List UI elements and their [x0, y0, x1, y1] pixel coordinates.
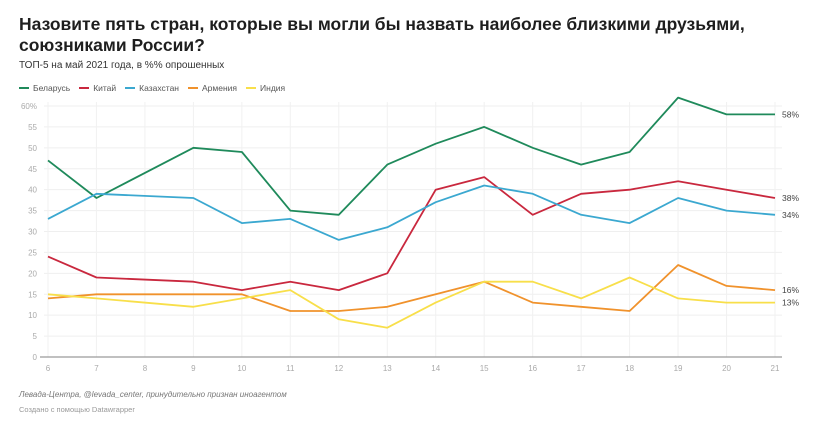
x-tick-label: 16: [528, 364, 537, 373]
credit-note: Создано с помощью Datawrapper: [19, 405, 135, 414]
x-tick-label: 21: [771, 364, 780, 373]
y-tick-label: 60%: [21, 102, 37, 111]
end-value-label: 34%: [782, 210, 799, 220]
legend-label: Китай: [93, 83, 117, 93]
legend: Беларусь Китай Казахстан Армения Индия: [19, 83, 285, 93]
end-value-label: 13%: [782, 298, 799, 308]
y-tick-label: 0: [33, 353, 38, 362]
legend-item-belarus: Беларусь: [19, 83, 70, 93]
series-line-Китай: [47, 176, 776, 292]
x-tick-label: 6: [46, 364, 51, 373]
x-tick-label: 20: [722, 364, 731, 373]
legend-swatch: [246, 87, 257, 89]
y-tick-label: 25: [28, 248, 37, 257]
x-tick-label: 11: [286, 364, 295, 373]
legend-label: Казахстан: [139, 83, 180, 93]
x-tick-label: 7: [94, 364, 99, 373]
series-line-Беларусь: [47, 96, 775, 216]
legend-label: Индия: [260, 83, 286, 93]
source-note: Левада-Центра, @levada_center, принудите…: [19, 390, 287, 399]
legend-swatch: [125, 87, 136, 89]
end-value-label: 58%: [782, 109, 799, 119]
chart-subtitle: ТОП-5 на май 2021 года, в %% опрошенных: [19, 60, 225, 71]
legend-swatch: [188, 87, 199, 89]
x-tick-label: 18: [625, 364, 634, 373]
y-tick-label: 50: [28, 144, 37, 153]
series-line-Индия: [47, 276, 775, 329]
x-tick-label: 17: [577, 364, 586, 373]
legend-item-india: Индия: [246, 83, 285, 93]
x-tick-label: 10: [237, 364, 246, 373]
legend-label: Армения: [202, 83, 238, 93]
y-tick-label: 10: [28, 311, 37, 320]
x-tick-label: 9: [191, 364, 196, 373]
end-value-label: 16%: [782, 285, 799, 295]
x-tick-label: 19: [674, 364, 683, 373]
x-tick-label: 12: [334, 364, 343, 373]
y-tick-label: 30: [28, 228, 37, 237]
end-value-label: 38%: [782, 193, 799, 203]
legend-label: Беларусь: [33, 83, 71, 93]
y-tick-label: 35: [28, 207, 37, 216]
legend-item-armenia: Армения: [188, 83, 237, 93]
legend-swatch: [19, 87, 29, 89]
chart-title: Назовите пять стран, которые вы могли бы…: [19, 14, 745, 55]
legend-swatch: [79, 87, 90, 89]
legend-item-china: Китай: [79, 83, 116, 93]
x-tick-label: 15: [480, 364, 489, 373]
y-tick-label: 40: [28, 186, 37, 195]
y-tick-label: 45: [28, 165, 37, 174]
y-tick-label: 20: [28, 269, 37, 278]
series-line-Армения: [47, 264, 776, 312]
series-line-Казахстан: [47, 184, 776, 241]
x-tick-label: 13: [383, 364, 392, 373]
y-tick-label: 5: [33, 332, 38, 341]
y-tick-label: 55: [28, 123, 37, 132]
line-chart: 0 5 10 15 20 25 30 35 40 45 50 55 60% 6 7 8 9 10 11 12 13 14 1…: [21, 96, 799, 373]
x-tick-label: 14: [431, 364, 440, 373]
x-tick-label: 8: [143, 364, 148, 373]
y-tick-label: 15: [28, 290, 37, 299]
legend-item-kazakhstan: Казахстан: [125, 83, 179, 93]
